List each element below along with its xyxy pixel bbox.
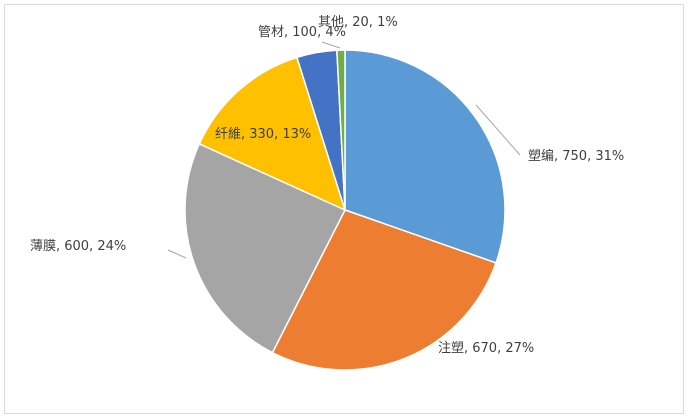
pie-slice-6 bbox=[336, 49, 346, 211]
data-label: 纤維, 330, 13% bbox=[215, 127, 311, 142]
pie-slice-1 bbox=[344, 49, 506, 264]
leader-line bbox=[475, 104, 521, 156]
data-label: 其他, 20, 1% bbox=[318, 15, 398, 30]
data-label: 注塑, 670, 27% bbox=[438, 341, 534, 356]
pie-slice-2 bbox=[271, 209, 497, 371]
data-label: 薄膜, 600, 24% bbox=[30, 239, 126, 254]
pie-slice-3 bbox=[184, 142, 347, 354]
leader-line bbox=[321, 41, 341, 49]
leader-line bbox=[167, 249, 187, 259]
data-label: 管材, 100, 4% bbox=[258, 25, 346, 40]
data-label: 塑编, 750, 31% bbox=[528, 149, 624, 164]
